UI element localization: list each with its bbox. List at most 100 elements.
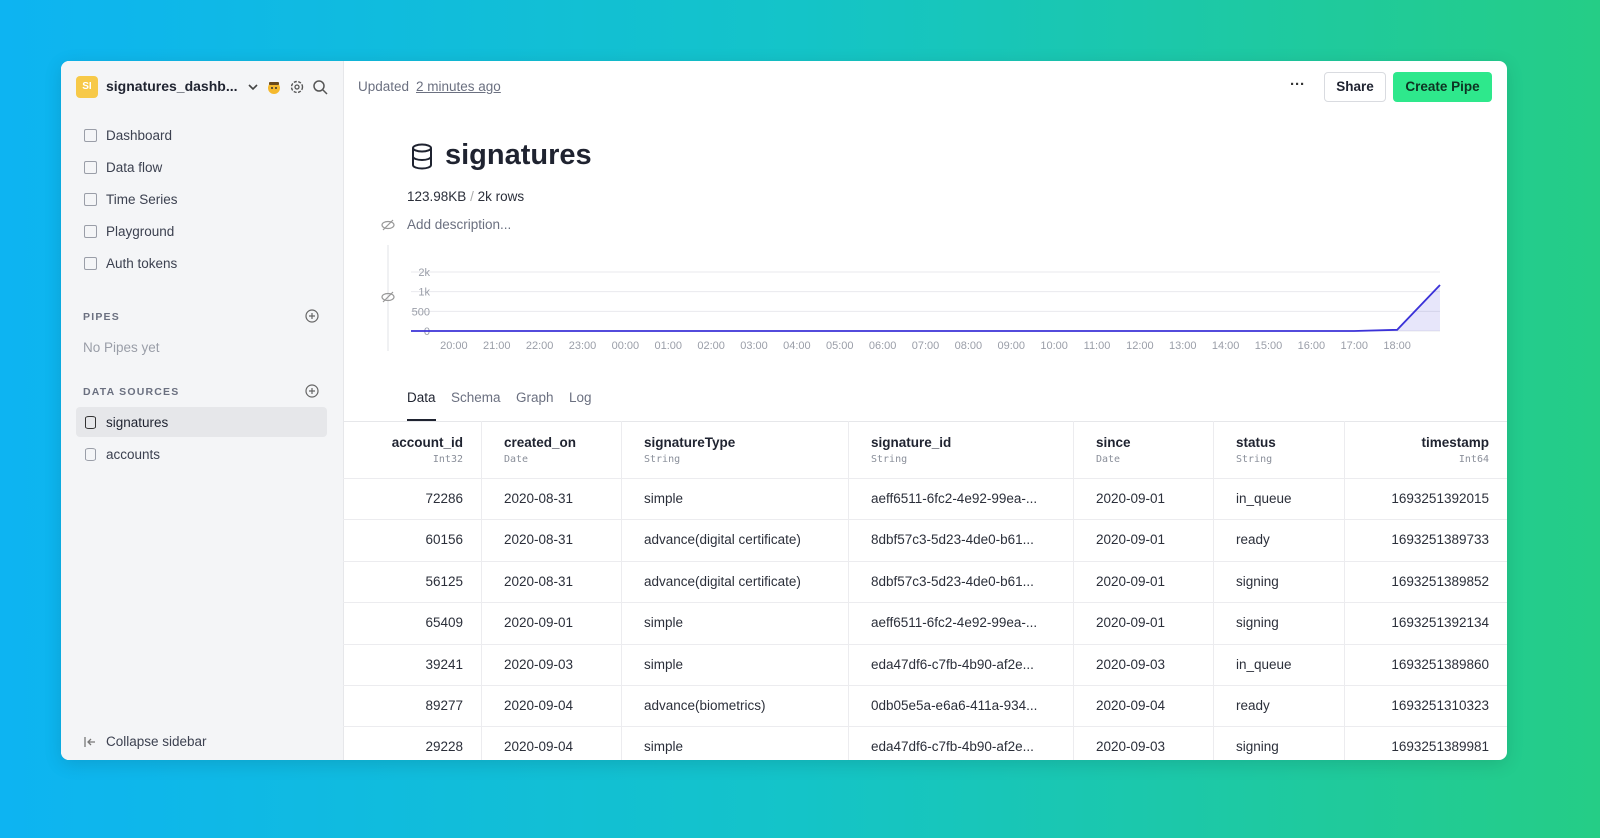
workspace-name[interactable]: signatures_dashb... — [106, 78, 238, 94]
workspace-logo[interactable]: SI — [76, 76, 98, 98]
tab-underline — [407, 419, 436, 421]
table-cell: advance(digital certificate) — [644, 532, 801, 548]
data-source-item[interactable]: accounts — [106, 447, 161, 462]
column-border — [1213, 421, 1214, 760]
row-border — [343, 478, 1507, 479]
table-cell: 2020-09-01 — [1096, 532, 1166, 548]
table-cell: advance(biometrics) — [644, 698, 766, 713]
empty-state: No Pipes yet — [83, 340, 160, 355]
hide-icon[interactable] — [381, 218, 395, 232]
table-cell: 8dbf57c3-5d23-4de0-b61... — [871, 532, 1034, 548]
section-heading: DATA SOURCES — [83, 386, 180, 398]
column-name[interactable]: account_id — [391, 435, 463, 450]
nav-item[interactable]: Auth tokens — [106, 256, 178, 271]
column-type: Date — [1096, 454, 1121, 465]
column-name[interactable]: signature_id — [871, 435, 952, 450]
table-cell: 72286 — [425, 491, 463, 506]
x-tick-label: 07:00 — [912, 340, 940, 352]
nav-item[interactable]: Dashboard — [106, 128, 173, 143]
search-icon[interactable] — [312, 79, 328, 95]
x-tick-label: 00:00 — [612, 340, 640, 352]
x-tick-label: 13:00 — [1169, 340, 1197, 352]
x-tick-label: 01:00 — [654, 340, 682, 352]
tab[interactable]: Graph — [516, 390, 554, 405]
table-cell: eda47df6-c7fb-4b90-af2e... — [871, 656, 1034, 672]
table-cell: simple — [644, 656, 684, 672]
create-pipe-button[interactable]: Create Pipe — [1393, 72, 1492, 102]
table-cell: 56125 — [425, 573, 463, 589]
column-name[interactable]: created_on — [504, 435, 577, 450]
section-heading: PIPES — [83, 311, 120, 323]
table-cell: 2020-09-01 — [1096, 615, 1166, 631]
datasource-icon — [412, 143, 432, 170]
table-cell: 2020-09-01 — [504, 615, 574, 631]
settings-icon[interactable] — [289, 79, 305, 95]
db-icon — [85, 448, 96, 461]
column-type: Int64 — [1458, 454, 1489, 465]
chevron-icon[interactable] — [246, 80, 260, 94]
column-name[interactable]: since — [1096, 435, 1131, 450]
row-count: 2k rows — [477, 189, 525, 204]
more-menu[interactable]: ··· — [1290, 76, 1305, 93]
column-type: String — [644, 454, 681, 465]
size: 123.98KB — [407, 189, 467, 204]
nav-icon — [84, 225, 97, 238]
table-cell: 0db05e5a-e6a6-411a-934... — [871, 698, 1038, 713]
description[interactable]: Add description... — [407, 217, 512, 232]
x-tick-label: 10:00 — [1040, 340, 1068, 352]
table-cell: 39241 — [425, 656, 463, 672]
table-cell: simple — [644, 739, 684, 755]
tab[interactable]: Log — [569, 390, 592, 405]
nav-icon — [84, 193, 97, 206]
data-source-item[interactable]: signatures — [106, 415, 169, 430]
table-cell: 2020-09-04 — [504, 698, 574, 713]
column-type: Int32 — [432, 454, 463, 465]
table-cell: 1693251389852 — [1391, 573, 1489, 589]
tab[interactable]: Data — [407, 390, 436, 405]
row-border — [343, 519, 1507, 521]
x-tick-label: 12:00 — [1126, 340, 1154, 352]
add-source-icon[interactable] — [305, 384, 319, 398]
x-tick-label: 06:00 — [869, 340, 897, 352]
sidebar: SI signatures_dashb... Dashboard Data flo… — [61, 61, 344, 760]
x-tick-label: 03:00 — [740, 340, 768, 352]
updated-time[interactable]: 2 minutes ago — [416, 79, 501, 94]
column-type: String — [1236, 454, 1273, 465]
column-type: String — [871, 454, 908, 465]
table-cell: 2020-09-01 — [1096, 491, 1166, 506]
table-cell: in_queue — [1236, 491, 1292, 506]
collapse-sidebar[interactable]: Collapse sidebar — [106, 734, 207, 749]
hide-chart-icon[interactable] — [381, 291, 395, 303]
line — [411, 284, 1441, 332]
x-tick-label: 02:00 — [697, 340, 725, 352]
table-cell: 1693251389733 — [1391, 532, 1489, 548]
tab[interactable]: Schema — [451, 390, 501, 405]
x-tick-label: 16:00 — [1298, 340, 1326, 352]
column-name[interactable]: timestamp — [1421, 435, 1489, 450]
table-cell: advance(digital certificate) — [644, 573, 801, 589]
column-name[interactable]: status — [1236, 435, 1276, 450]
nav-item[interactable]: Playground — [106, 224, 175, 239]
table-cell: aeff6511-6fc2-4e92-99ea-... — [871, 615, 1038, 631]
table-cell: 1693251392015 — [1391, 491, 1489, 506]
datasource-size: 123.98KB / 2k rows — [407, 189, 524, 204]
row-border — [343, 643, 1507, 645]
column-border — [848, 421, 849, 760]
table-cell: eda47df6-c7fb-4b90-af2e... — [871, 739, 1034, 755]
x-tick-label: 21:00 — [483, 340, 511, 352]
column-type: Date — [504, 454, 529, 465]
column-name[interactable]: signatureType — [644, 435, 736, 450]
table-cell: 2020-08-31 — [504, 573, 574, 589]
share-button[interactable]: Share — [1324, 72, 1386, 102]
table-cell: 2020-09-03 — [1096, 739, 1166, 755]
column-border — [1344, 421, 1345, 760]
x-tick-label: 09:00 — [997, 340, 1025, 352]
add-pipe-icon[interactable] — [305, 309, 319, 323]
separator: / — [470, 189, 474, 204]
nav-item[interactable]: Time Series — [106, 192, 178, 207]
collapse-icon[interactable] — [83, 735, 97, 749]
nav-item[interactable]: Data flow — [106, 160, 163, 175]
avatar-icon[interactable] — [266, 79, 282, 95]
db-icon — [85, 416, 96, 429]
app-window: SI signatures_dashb... Dashboard Data flo… — [61, 61, 1507, 760]
